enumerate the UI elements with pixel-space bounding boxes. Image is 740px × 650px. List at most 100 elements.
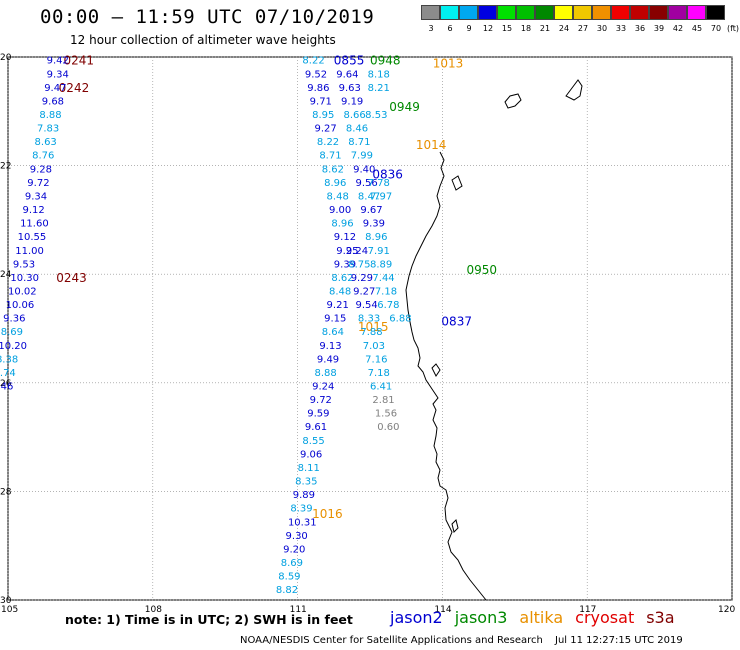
wave-height-value: 9.34 xyxy=(25,191,47,202)
wave-height-value: 1.56 xyxy=(375,409,397,420)
wave-height-value: 7.03 xyxy=(363,341,385,352)
legend-entry-jason2: jason2 xyxy=(390,608,443,627)
graticule xyxy=(7,56,733,601)
legend-entry-jason3: jason3 xyxy=(454,608,508,627)
wave-height-value: 10.06 xyxy=(6,300,35,311)
wave-height-value: 2.81 xyxy=(372,395,394,406)
wave-height-value: 9.15 xyxy=(324,314,346,325)
wave-height-value: 8.69 xyxy=(281,558,303,569)
wave-height-value: 7.44 xyxy=(372,273,394,284)
wave-height-value: 9.34 xyxy=(47,69,69,80)
wave-height-value: 8.22 xyxy=(317,137,339,148)
wave-height-value: 8.63 xyxy=(35,137,57,148)
color-swatch xyxy=(535,5,554,20)
pass-time-label: 1014 xyxy=(416,138,447,152)
lat-tick-label: 28 xyxy=(0,487,12,497)
wave-height-value: 7.78 xyxy=(368,178,390,189)
satellite-legend: jason2 jason3 altika cryosat s3a xyxy=(390,608,687,627)
lat-tick-label: 22 xyxy=(0,162,11,172)
pass-time-label: 1015 xyxy=(358,320,389,334)
wave-height-value: 8.11 xyxy=(298,463,320,474)
lat-tick-label: 24 xyxy=(0,270,12,280)
wave-height-value: 8.48 xyxy=(329,286,351,297)
wave-height-value: 7.99 xyxy=(351,151,373,162)
wave-height-value: 9.12 xyxy=(22,205,44,216)
wave-height-value: 8.89 xyxy=(370,259,392,270)
wave-height-value: 8.62 xyxy=(322,164,344,175)
wave-height-value: 9.53 xyxy=(13,259,35,270)
color-swatch-label: 9 xyxy=(466,24,472,33)
wave-height-value: 9.59 xyxy=(307,409,329,420)
coastline xyxy=(405,79,583,601)
wave-height-value: 8.22 xyxy=(302,56,324,67)
wave-height-value: 9.40 xyxy=(353,164,375,175)
color-swatch xyxy=(649,5,668,20)
lon-tick-label: 111 xyxy=(290,605,307,615)
wave-height-value: 9.21 xyxy=(327,300,349,311)
wave-height-value: 8.96 xyxy=(324,178,346,189)
wave-height-value: 9.25 xyxy=(336,246,358,257)
wave-height-value: 9.20 xyxy=(283,544,305,555)
wave-height-value: 9.64 xyxy=(336,69,358,80)
color-swatch xyxy=(497,5,516,20)
footer-credit: NOAA/NESDIS Center for Satellite Applica… xyxy=(240,635,543,646)
wave-height-value: 7.97 xyxy=(370,191,392,202)
islet-1 xyxy=(504,93,522,109)
color-swatch-label: 6 xyxy=(447,24,453,33)
color-swatch xyxy=(592,5,611,20)
mainland-coast xyxy=(405,151,487,601)
color-swatch-label: 3 xyxy=(428,24,434,33)
wave-height-readings: 9.42 9.34 9.47 9.68 8.88 7.83 8.63 8.76 9.28 9.72… xyxy=(0,56,412,596)
pass-time-label: 0241 xyxy=(64,54,95,68)
legend-entry-altika: altika xyxy=(519,608,564,627)
map-frame xyxy=(7,56,733,601)
chart-title: 00:00 – 11:59 UTC 07/10/2019 xyxy=(40,6,375,28)
wave-height-value: 6.88 xyxy=(389,314,411,325)
wave-height-value: 9.24 xyxy=(346,246,368,257)
wave-height-value: 8.71 xyxy=(319,151,341,162)
wave-height-value: 9.27 xyxy=(353,286,375,297)
wave-height-value: 9.06 xyxy=(300,449,322,460)
wave-height-value: 8.39 xyxy=(290,504,312,515)
color-swatch xyxy=(440,5,459,20)
wave-height-value: 8.75 xyxy=(348,259,370,270)
islet-4 xyxy=(431,363,441,377)
wave-height-value: 8.35 xyxy=(295,477,317,488)
wave-height-value: 9.72 xyxy=(310,395,332,406)
wave-height-value: 9.67 xyxy=(360,205,382,216)
wave-height-value: 6.78 xyxy=(377,300,399,311)
color-swatch xyxy=(459,5,478,20)
lon-tick-label: 114 xyxy=(434,605,451,615)
wave-height-value: 8.33 xyxy=(358,314,380,325)
wave-height-value: 9.68 xyxy=(42,96,64,107)
islet-2 xyxy=(565,79,583,101)
wave-height-value: 7.16 xyxy=(365,354,387,365)
pass-time-label: 0855 xyxy=(334,54,365,68)
pass-time-label: 0950 xyxy=(467,263,498,277)
wave-height-value: 9.39 xyxy=(334,259,356,270)
wave-height-value: 9.63 xyxy=(339,83,361,94)
color-swatch-label: 33 xyxy=(615,24,627,33)
wave-height-value: 11.60 xyxy=(20,219,49,230)
wave-height-value: 8.55 xyxy=(302,436,324,447)
wave-height-value: 9.36 xyxy=(3,314,25,325)
wave-height-value: 9.49 xyxy=(317,354,339,365)
wave-height-value: 10.31 xyxy=(288,517,317,528)
pass-time-label: 0836 xyxy=(372,168,403,182)
wave-height-value: 9.52 xyxy=(305,69,327,80)
color-swatch xyxy=(573,5,592,20)
wave-height-value: 8.48 xyxy=(327,191,349,202)
wave-height-value: 11.00 xyxy=(15,246,44,257)
color-swatch-label: 36 xyxy=(634,24,646,33)
color-scale-unit: (ft) xyxy=(726,24,740,33)
wave-height-value: 7.18 xyxy=(368,368,390,379)
color-swatch xyxy=(421,5,440,20)
color-swatch xyxy=(630,5,649,20)
wave-height-value: 9.47 xyxy=(44,83,66,94)
wave-height-value: 0.60 xyxy=(377,422,399,433)
wave-height-value: 8.38 xyxy=(0,354,18,365)
wave-height-value: 9.30 xyxy=(286,531,308,542)
wave-height-value: 9.56 xyxy=(356,178,378,189)
wave-height-value: 9.42 xyxy=(47,56,69,67)
